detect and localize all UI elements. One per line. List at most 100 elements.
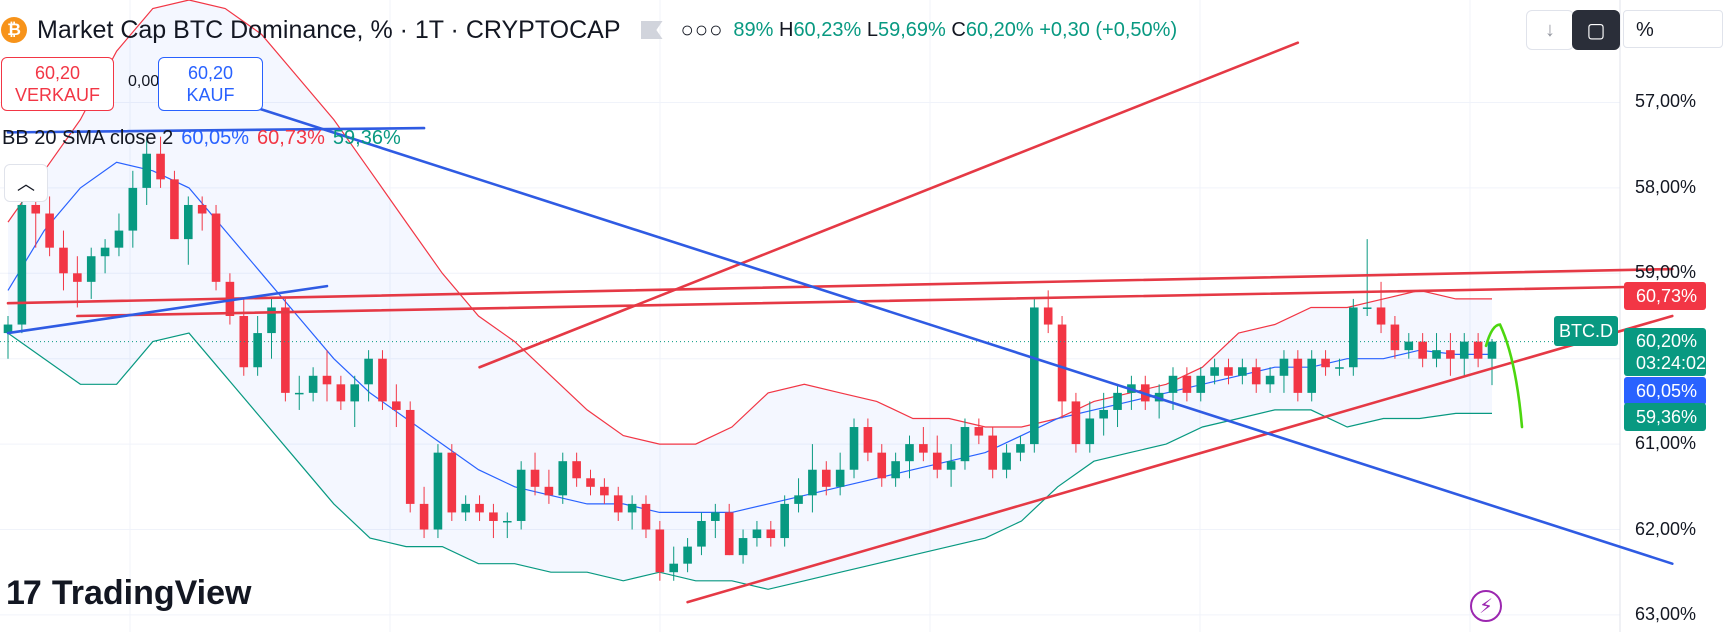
collapse-legend-button[interactable]: ︿ [4,164,48,202]
candle-body [1168,375,1178,393]
indicator-upper: 60,73% [257,127,325,149]
candle-body [392,401,401,410]
candle-body [780,503,789,539]
candle-body [267,307,276,334]
indicator-basis: 60,05% [181,127,250,149]
candle-body [294,392,304,395]
candle-body [1349,307,1358,368]
candle-body [1293,358,1303,393]
candle-body [683,546,692,564]
price-tag-value: 60,20% [1636,330,1698,351]
trendline-red [478,41,1300,369]
trendline-red [76,284,1674,318]
candle-body [197,204,207,214]
price-tag: 60,20% 03:24:02 [1624,327,1707,376]
flag-icon[interactable] [640,21,663,39]
chart-title[interactable]: Market Cap BTC Dominance, % · 1T · CRYPT… [37,15,621,44]
candle-body [1099,409,1108,419]
candle-body [31,204,41,214]
candle-body [558,461,568,496]
download-button[interactable]: ↓ [1526,10,1574,50]
indicator-legend[interactable]: BB 20 SMA close 2 60,05% 60,73% 59,36% [2,127,409,150]
candle-body [1016,444,1025,453]
price-axis-tick: 61,00% [1635,433,1697,454]
candle-body [794,495,803,504]
candle-body [641,503,651,530]
candle-body [960,427,970,462]
tradingview-logo[interactable]: 17 TradingView [6,574,251,613]
basis-tag: 60,05% [1624,377,1706,406]
candle-body [253,333,262,368]
candle-body [613,495,623,513]
lower-band-tag: 59,36% [1624,402,1706,431]
candle-body [1210,367,1219,376]
ohlc-low: 59,69% [877,18,946,41]
candle-body [1390,324,1400,351]
candle-body [988,435,998,470]
candle-body [475,503,484,513]
screenshot-button[interactable]: ▢ [1572,10,1620,50]
candle-body [1321,358,1330,368]
candle-body [1224,367,1233,376]
tradingview-logo-text: TradingView [51,574,252,612]
candle-body [932,452,942,470]
candle-body [1473,341,1483,359]
candle-body [1030,307,1039,445]
arrow-down-icon: ↓ [1545,18,1555,41]
candle-body [419,503,429,530]
candle-body [835,469,845,487]
candle-body [627,503,637,513]
buy-label: KAUF [186,85,235,105]
candle-body [1265,375,1275,385]
price-axis-tick: 58,00% [1635,176,1697,197]
candle-body [433,452,443,530]
candle-body [1279,358,1289,376]
candle-body [669,563,679,573]
tradingview-mark-icon: 17 [6,574,42,612]
buy-button[interactable]: 60,20 KAUF [158,57,263,111]
candle-body [863,427,873,453]
candle-body [336,384,346,402]
candle-body [738,538,748,556]
candle-body [808,469,817,496]
candle-body [1002,452,1011,470]
candle-body [1432,350,1441,359]
sell-price: 60,20 [34,63,81,83]
buy-price: 60,20 [187,63,234,83]
chart-header: ₿ Market Cap BTC Dominance, % · 1T · CRY… [0,10,1177,50]
annotation-arrow [1484,323,1524,429]
candle-body [1251,367,1261,385]
candle-body [516,469,526,521]
candle-body [308,375,318,393]
sell-button[interactable]: 60,20 VERKAUF [1,57,114,111]
lightning-icon[interactable]: ⚡ [1470,590,1502,622]
chevron-up-icon: ︿ [17,174,35,194]
candle-body [905,444,914,462]
candle-body [974,427,984,436]
candle-body [1335,367,1344,369]
trendline-blue [6,284,329,335]
candle-body [572,461,581,479]
candle-body [1196,375,1206,393]
ohlc-close: 60,20% [965,18,1034,41]
trendline-red [6,267,1674,305]
candle-body [544,486,554,496]
candle-body [45,213,54,248]
candle-body [156,153,165,180]
candle-body [946,461,956,470]
symbol-tag: BTC.D [1554,316,1618,346]
candle-body [3,324,13,334]
candle-body [100,247,110,257]
more-dots-icon[interactable]: ○○○ [680,17,724,42]
candle-body [1113,392,1122,410]
candle-body [1404,341,1414,351]
candle-body [322,375,332,385]
price-tag-countdown: 03:24:02 [1636,352,1707,373]
candle-body [461,503,470,513]
indicator-lower: 59,36% [332,127,401,149]
candle-body [724,512,734,556]
scale-mode-button[interactable]: % [1623,10,1723,48]
candle-body [59,247,68,274]
candle-body [1307,358,1317,393]
